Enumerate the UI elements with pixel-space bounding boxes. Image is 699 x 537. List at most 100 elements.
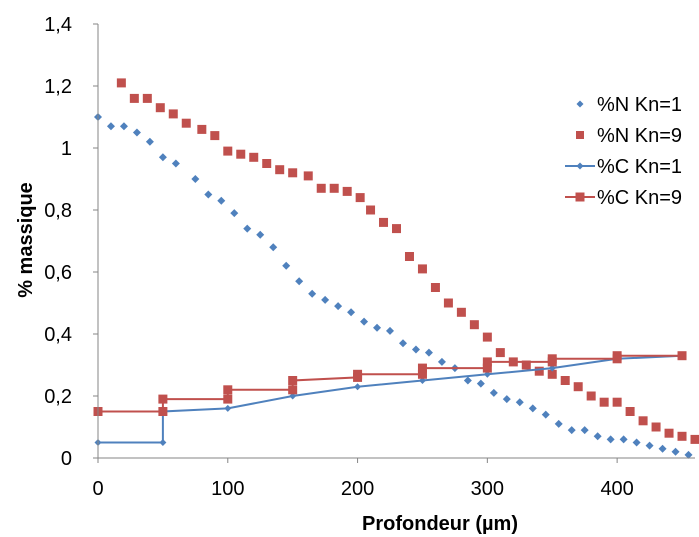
series-1 — [94, 113, 693, 459]
data-point — [430, 283, 440, 292]
data-point — [158, 394, 168, 404]
data-point — [664, 428, 674, 438]
data-point — [521, 360, 531, 370]
axes: 0 0,2 0,4 0,6 0,8 1 1,2 1,4 0 100 200 300 400 — [44, 14, 695, 500]
legend-label: %N Kn=1 — [597, 94, 682, 116]
data-point — [249, 152, 259, 162]
data-point — [534, 366, 544, 376]
data-point — [217, 196, 226, 205]
data-point — [132, 128, 141, 137]
data-point — [528, 404, 537, 413]
data-point — [288, 376, 298, 385]
y-tick-label: 0,6 — [44, 262, 72, 284]
data-point — [142, 93, 152, 103]
data-point — [690, 434, 699, 444]
data-point — [354, 383, 362, 391]
data-point — [342, 186, 352, 196]
data-point — [155, 103, 165, 113]
data-point — [495, 348, 505, 358]
data-point — [671, 447, 680, 456]
data-point — [288, 385, 298, 395]
y-tick-label: 0,2 — [44, 386, 72, 408]
x-tick-label: 300 — [471, 478, 504, 500]
data-point — [541, 410, 550, 419]
data-point — [469, 320, 479, 330]
x-tick-label: 100 — [211, 478, 244, 500]
data-point — [606, 435, 615, 444]
data-point — [353, 369, 363, 379]
data-point — [230, 209, 239, 218]
data-point — [129, 93, 139, 103]
data-point — [191, 175, 200, 183]
legend-label: %C Kn=1 — [597, 156, 682, 178]
data-point — [567, 426, 576, 435]
data-point — [586, 391, 596, 401]
data-point — [223, 394, 233, 404]
data-point — [573, 382, 583, 392]
data-point — [316, 183, 326, 193]
data-point — [308, 289, 317, 298]
y-tick-label: 1,2 — [44, 76, 72, 98]
data-point — [482, 357, 492, 367]
data-point — [599, 397, 609, 407]
data-point — [684, 450, 693, 459]
legend-marker — [576, 100, 584, 108]
data-point — [158, 407, 168, 416]
data-point — [489, 388, 498, 397]
legend-marker — [576, 162, 584, 170]
data-point — [295, 277, 304, 286]
series-2 — [116, 78, 699, 444]
data-point — [417, 264, 427, 274]
data-point — [236, 149, 246, 159]
data-point — [366, 205, 376, 215]
data-point — [204, 190, 213, 199]
legend-marker — [575, 192, 585, 202]
legend-item: %N Kn=9 — [576, 125, 682, 147]
data-point — [223, 146, 233, 156]
data-point — [392, 224, 401, 234]
data-point — [632, 438, 641, 447]
data-point — [224, 404, 232, 412]
data-point — [463, 376, 472, 385]
data-point — [547, 354, 557, 364]
x-axis-title: Profondeur (µm) — [362, 513, 518, 535]
data-point — [677, 351, 687, 361]
data-point — [288, 168, 298, 178]
data-point — [411, 345, 420, 354]
data-point — [424, 348, 433, 357]
data-point — [645, 441, 654, 450]
series-line — [98, 354, 683, 413]
data-point — [619, 435, 628, 444]
data-point — [243, 224, 252, 233]
data-point — [223, 385, 233, 395]
data-point — [560, 376, 570, 385]
data-point — [417, 369, 427, 379]
data-point — [658, 444, 667, 453]
data-point — [612, 351, 622, 361]
data-point — [275, 165, 285, 175]
data-point — [456, 307, 466, 317]
data-point — [334, 302, 343, 311]
data-point — [168, 109, 178, 119]
data-point — [159, 439, 167, 446]
y-tick-label: 0,4 — [44, 324, 72, 346]
data-point — [625, 407, 635, 416]
data-point — [262, 159, 272, 168]
data-point — [321, 295, 330, 304]
data-point — [677, 431, 687, 441]
x-tick-label: 200 — [341, 478, 374, 500]
data-point — [145, 137, 154, 146]
data-point — [443, 298, 453, 308]
data-point — [269, 243, 278, 252]
plot-area — [93, 78, 699, 459]
legend-label: %C Kn=9 — [597, 187, 682, 209]
legend-item: %C Kn=1 — [565, 156, 682, 178]
data-point — [547, 369, 557, 379]
data-point — [360, 317, 369, 326]
data-point — [171, 159, 180, 168]
y-tick-label: 0,8 — [44, 200, 72, 222]
data-point — [379, 217, 389, 227]
data-point — [282, 261, 291, 270]
data-point — [554, 419, 563, 428]
